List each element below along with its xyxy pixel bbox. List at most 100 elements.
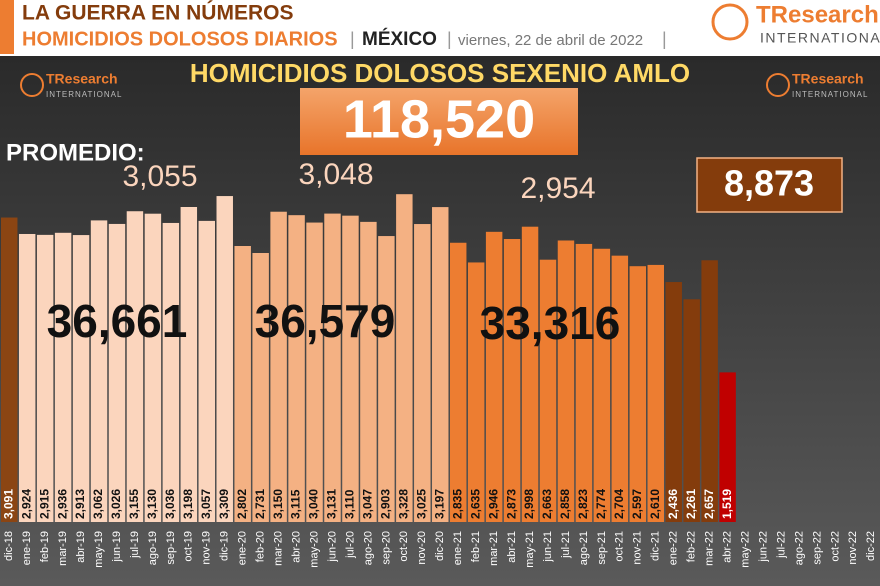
x-tick-label: jul-21 xyxy=(560,531,572,559)
x-tick-label: ago-19 xyxy=(147,531,159,565)
average-label: 3,055 xyxy=(122,160,197,193)
x-tick-label: oct-22 xyxy=(829,531,841,562)
x-tick-label: ene-21 xyxy=(452,531,464,565)
annotations: 118,520 8,873 3,055 36,661 3,048 36,579 2,954 3… xyxy=(47,88,843,349)
current-label: 8,873 xyxy=(724,163,814,204)
bar xyxy=(701,260,718,522)
logo-name: TResearch xyxy=(46,71,118,87)
bar xyxy=(611,255,629,522)
x-tick-label: jun-20 xyxy=(326,531,338,563)
x-tick-label: sep-19 xyxy=(165,531,177,565)
x-tick-label: mar-21 xyxy=(488,531,500,566)
bar xyxy=(162,222,180,523)
bar xyxy=(216,196,233,522)
logo-name: TResearch xyxy=(756,1,879,28)
bar xyxy=(288,215,305,523)
logo-icon xyxy=(711,3,749,41)
logo-name: TResearch xyxy=(792,71,864,87)
bar xyxy=(72,235,90,522)
period-total: 33,316 xyxy=(480,297,621,349)
header-subtitle: HOMICIDIOS DOLOSOS DIARIOS xyxy=(22,28,338,50)
header-date: viernes, 22 de abril de 2022 xyxy=(458,32,643,49)
value-label: 3,155 xyxy=(127,489,141,519)
x-tick-label: abr-22 xyxy=(722,531,734,563)
value-label: 3,036 xyxy=(163,489,177,519)
bar xyxy=(503,239,521,522)
period-total: 36,579 xyxy=(255,295,396,347)
average-caption: PROMEDIO: xyxy=(6,139,145,166)
bar xyxy=(90,220,108,522)
x-tick-label: oct-20 xyxy=(398,531,410,562)
bar xyxy=(629,266,647,522)
x-tick-label: jun-19 xyxy=(111,531,123,563)
bar xyxy=(252,252,269,522)
bar xyxy=(432,207,449,522)
x-tick-label: may-21 xyxy=(524,531,536,568)
logo-sub: INTERNATIONAL xyxy=(792,90,868,99)
period-total: 36,661 xyxy=(47,295,188,347)
x-tick-label: dic-19 xyxy=(219,531,231,561)
value-label: 2,998 xyxy=(522,489,536,519)
bar xyxy=(557,240,575,522)
total-label: 118,520 xyxy=(343,89,535,149)
value-label: 3,328 xyxy=(397,489,411,519)
value-label: 3,197 xyxy=(432,489,446,519)
value-label: 2,913 xyxy=(73,489,87,519)
x-tick-label: may-20 xyxy=(308,531,320,568)
bar xyxy=(324,213,341,522)
separator: | xyxy=(662,29,667,49)
x-tick-label: feb-20 xyxy=(255,531,267,562)
separator: | xyxy=(447,29,452,49)
logo-sub: INTERNATIONAL xyxy=(760,30,880,46)
header-title: LA GUERRA EN NÚMEROS xyxy=(22,1,293,25)
x-tick-label: abr-19 xyxy=(75,531,87,563)
bar xyxy=(1,217,18,522)
value-label: 3,198 xyxy=(181,489,195,519)
x-tick-label: nov-19 xyxy=(201,531,213,565)
value-label: 2,903 xyxy=(379,489,393,519)
value-label: 3,091 xyxy=(1,489,15,519)
bar xyxy=(306,222,323,522)
x-tick-label: abr-20 xyxy=(290,531,302,563)
x-tick-label: ago-20 xyxy=(362,531,374,565)
x-tick-label: may-19 xyxy=(93,531,105,568)
value-label: 3,131 xyxy=(325,489,339,519)
bar xyxy=(647,264,664,522)
average-label: 2,954 xyxy=(520,172,595,205)
value-label: 2,915 xyxy=(37,489,51,519)
value-label: 3,057 xyxy=(199,489,213,519)
value-label: 3,115 xyxy=(289,489,303,519)
bar xyxy=(270,211,287,522)
bar xyxy=(234,246,251,523)
value-label: 3,130 xyxy=(145,489,159,519)
x-tick-label: ene-20 xyxy=(237,531,249,565)
x-tick-label: ene-22 xyxy=(668,531,680,565)
total-box xyxy=(300,88,578,155)
separator: | xyxy=(350,29,355,49)
x-tick-label: oct-19 xyxy=(183,531,195,562)
value-label: 2,610 xyxy=(648,489,662,519)
logo-icon xyxy=(766,73,790,97)
bar xyxy=(575,243,593,522)
bar xyxy=(198,220,216,522)
x-tick-label: jun-22 xyxy=(757,531,769,563)
x-tick-label: sep-20 xyxy=(380,531,392,565)
value-label: 2,936 xyxy=(55,489,69,519)
x-tick-label: jul-20 xyxy=(344,531,356,559)
x-tick-label: feb-19 xyxy=(39,531,51,562)
value-label: 3,110 xyxy=(343,489,357,519)
x-tick-label: ene-19 xyxy=(21,531,33,565)
value-label: 1,519 xyxy=(720,489,734,519)
x-tick-label: dic-22 xyxy=(865,531,877,561)
average-label: 3,048 xyxy=(298,158,373,191)
value-label: 2,873 xyxy=(504,489,518,519)
x-tick-label: dic-21 xyxy=(650,531,662,561)
bar xyxy=(467,262,485,522)
x-tick-label: oct-21 xyxy=(614,531,626,562)
x-tick-label: jul-19 xyxy=(129,531,141,559)
value-label: 2,436 xyxy=(666,489,680,519)
x-tick-label: sep-22 xyxy=(811,531,823,565)
value-label: 2,731 xyxy=(253,489,267,519)
value-label: 3,026 xyxy=(109,489,123,519)
